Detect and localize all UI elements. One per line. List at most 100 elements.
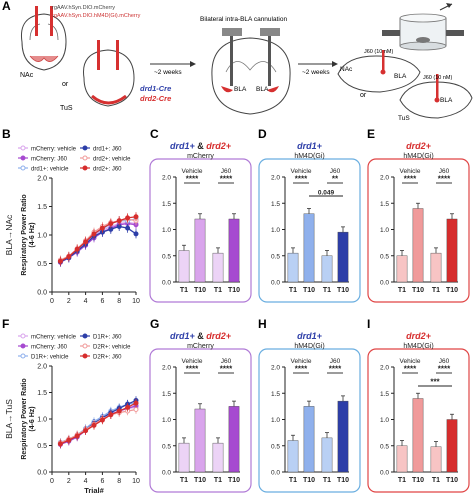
- y-tick-label: 1.5: [37, 390, 47, 397]
- group-label: J60: [439, 168, 450, 175]
- tus-label-2: TuS: [398, 115, 410, 122]
- x-tick-label: 8: [117, 298, 121, 305]
- y-tick-label: 0.0: [380, 470, 389, 477]
- x-tick-label: 4: [84, 298, 88, 305]
- data-point: [108, 412, 114, 418]
- drd2-cre-label: drd2-Cre: [140, 94, 171, 103]
- significance-label: ****: [329, 365, 342, 374]
- x-tick-label: T1: [214, 287, 222, 294]
- bla-label-left: BLA: [234, 86, 247, 93]
- panel-letter-e: E: [367, 127, 375, 141]
- x-tick-label: 2: [67, 298, 71, 305]
- panel-letter-a: A: [2, 0, 11, 13]
- drd1-cre-label: drd1-Cre: [140, 84, 171, 93]
- bar: [303, 406, 315, 473]
- panel-letter-h: H: [258, 317, 267, 331]
- bla-label-right: BLA: [256, 86, 269, 93]
- significance-label: ***: [430, 378, 440, 387]
- group-label: Vehicle: [291, 168, 312, 175]
- or-label-2: or: [360, 92, 367, 99]
- bar-chart-i: drd2+ hM4D(Gi) 0.0 0.5 1.0 1.5 2.0 T1 T10 T1 T10 Ve…: [367, 331, 470, 493]
- bar: [287, 252, 299, 283]
- panel-subtitle: mCherry: [187, 153, 214, 160]
- bar: [396, 445, 408, 473]
- panel-letter-c: C: [150, 127, 159, 141]
- legend-swatch-marker: [20, 145, 26, 151]
- data-point: [57, 441, 63, 447]
- x-tick-label: T10: [337, 477, 349, 484]
- bla-label-3: BLA: [440, 97, 453, 104]
- x-tick-label: T1: [432, 477, 440, 484]
- y-tick-label: 0.0: [271, 280, 280, 287]
- legend-swatch-marker: [20, 155, 26, 161]
- bar: [446, 419, 458, 473]
- bar-chart-d: drd1+ hM4D(Gi) 0.0 0.5 1.0 1.5 2.0 T1 T10 T1 T10 Ve…: [258, 141, 361, 303]
- panel-subtitle: hM4D(Gi): [294, 153, 324, 160]
- y-tick-label: 1.5: [271, 201, 280, 208]
- data-point: [116, 408, 122, 414]
- significance-label: ****: [186, 365, 199, 374]
- virus-label-hm4d: rgAAV.hSyn.DIO.hM4D(Gi).mCherry: [52, 13, 141, 19]
- legend-swatch-marker: [82, 165, 88, 171]
- x-tick-label: T1: [323, 287, 331, 294]
- pathway-label: BLA→TuS: [4, 399, 14, 439]
- data-point: [133, 400, 139, 406]
- y-tick-label: 2.0: [37, 176, 47, 183]
- x-tick-label: T10: [194, 477, 206, 484]
- x-tick-label: T10: [194, 287, 206, 294]
- group-label: J60: [439, 358, 450, 365]
- title-part: &: [195, 141, 207, 151]
- bar: [337, 400, 349, 473]
- legend-swatch-marker: [82, 145, 88, 151]
- y-axis-label: Respiratory Power Ratio: [21, 194, 28, 275]
- data-point: [108, 221, 114, 227]
- series-line: [60, 408, 137, 444]
- data-point: [74, 246, 80, 252]
- plethysmograph-chamber-icon: [382, 3, 464, 51]
- significance-label: ****: [295, 175, 308, 184]
- title-part: drd1+: [170, 141, 196, 151]
- data-point: [91, 422, 97, 428]
- x-tick-label: T10: [303, 477, 315, 484]
- nac-label-2: NAc: [340, 66, 353, 73]
- legend-swatch-marker: [20, 333, 26, 339]
- bar-chart-h: drd1+ hM4D(Gi) 0.0 0.5 1.0 1.5 2.0 T1 T10 T1 T10 Ve…: [258, 331, 361, 493]
- panel-letter-d: D: [258, 127, 267, 141]
- pathway-label: BLA→NAc: [4, 214, 14, 255]
- virus-label-mcherry: rgAAV.hSyn.DIO.mCherry: [52, 5, 115, 11]
- group-label: Vehicle: [182, 168, 203, 175]
- group-label: J60: [221, 168, 232, 175]
- panel-letter-i: I: [367, 317, 370, 331]
- group-label: Vehicle: [182, 358, 203, 365]
- legend-entry: D1R+: J60: [93, 335, 122, 341]
- legend-swatch-marker: [20, 353, 26, 359]
- y-tick-label: 1.5: [380, 201, 389, 208]
- bar: [430, 446, 442, 473]
- x-tick-label: T1: [180, 287, 188, 294]
- y-tick-label: 1.5: [162, 201, 171, 208]
- x-tick-label: T1: [432, 287, 440, 294]
- weeks-label-1: ~2 weeks: [154, 69, 182, 76]
- injection-needle-icon: [116, 40, 119, 70]
- bar: [178, 250, 190, 283]
- bar: [287, 440, 299, 473]
- data-point: [83, 428, 89, 434]
- bar: [337, 231, 349, 283]
- x-tick-label: 6: [100, 478, 104, 485]
- legend-entry: drd2+: vehicle: [93, 157, 131, 163]
- sagittal-brain-nac: [337, 50, 421, 93]
- cannula-icon: [382, 50, 385, 70]
- y-tick-label: 0.5: [162, 443, 171, 450]
- x-tick-label: T10: [228, 477, 240, 484]
- legend-entry: mCherry: vehicle: [31, 335, 77, 341]
- legend-swatch-marker: [20, 165, 26, 171]
- nac-label: NAc: [20, 72, 34, 79]
- legend-entry: mCherry: J60: [31, 157, 68, 163]
- x-tick-label: T1: [180, 477, 188, 484]
- y-tick-label: 1.5: [271, 391, 280, 398]
- bar-chart-g: drd1+ & drd2+ mCherry 0.0 0.5 1.0 1.5 2.0 T1 T10…: [149, 331, 252, 493]
- panel-title: drd1+ & drd2+: [170, 331, 232, 341]
- bar: [178, 442, 190, 473]
- x-tick-label: 0: [50, 298, 54, 305]
- data-point: [74, 433, 80, 439]
